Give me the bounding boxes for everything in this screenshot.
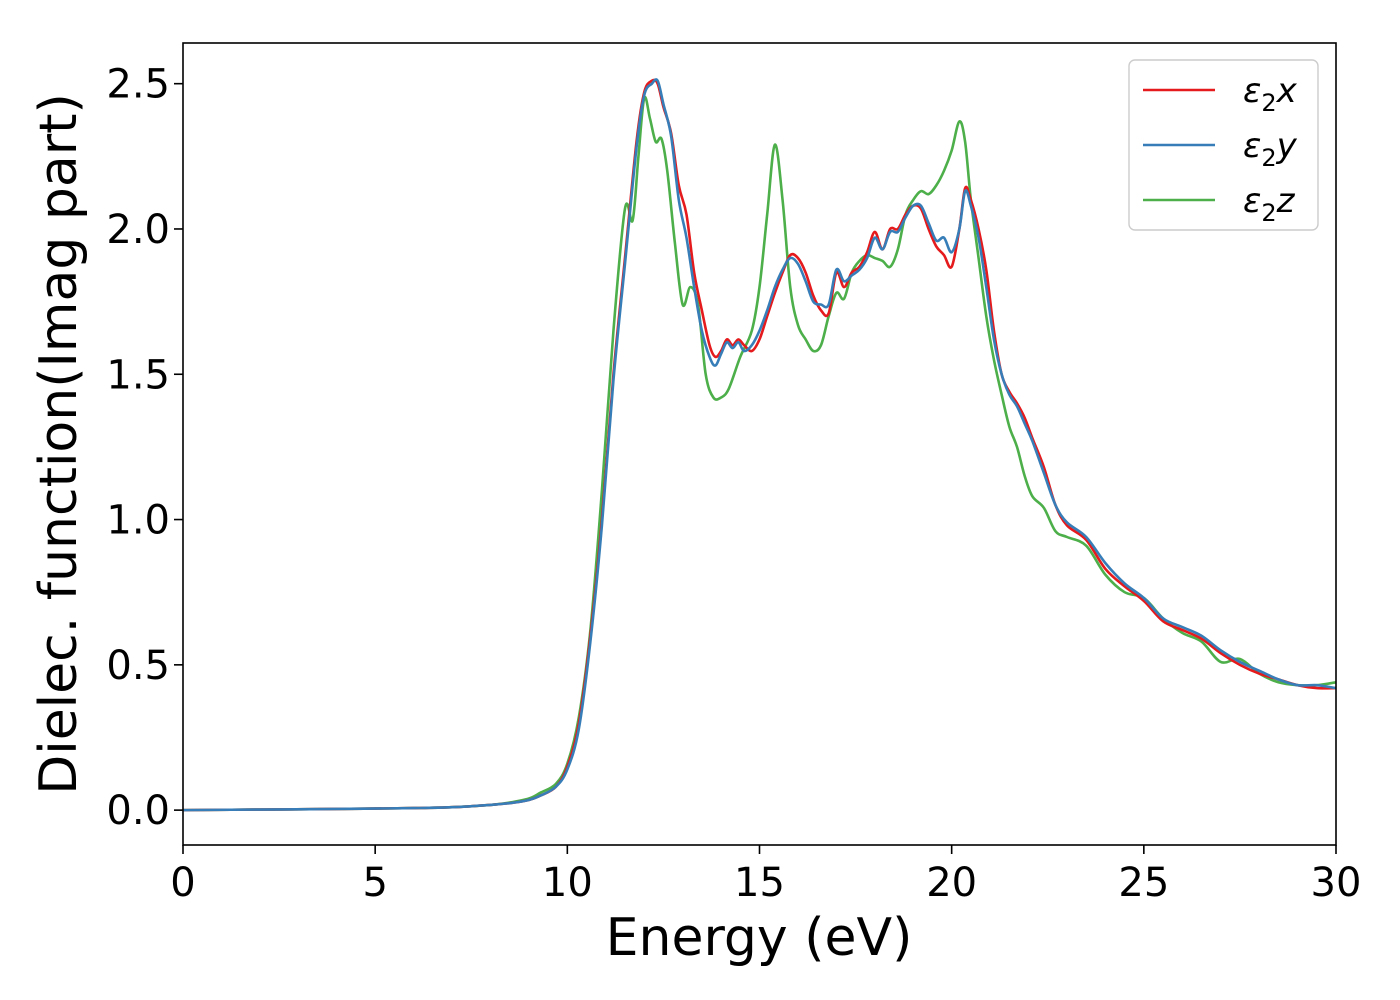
y-tick-label: 0.0 [106, 788, 170, 834]
x-tick-label: 10 [542, 860, 593, 906]
legend-symbol: ε [1243, 126, 1261, 166]
legend-subscript: 2 [1261, 144, 1276, 172]
series-line-z [182, 95, 1337, 812]
legend-symbol: ε [1243, 181, 1261, 221]
y-tick-label: 1.0 [106, 498, 170, 544]
legend-variable: z [1276, 181, 1296, 221]
y-tick-label: 1.5 [106, 352, 170, 398]
series-line-y [182, 78, 1337, 812]
plot-lines [182, 78, 1337, 812]
legend-symbol: ε [1243, 71, 1261, 111]
x-tick-label: 5 [362, 860, 387, 906]
legend-box [1128, 59, 1319, 231]
y-tick-label: 2.5 [106, 62, 170, 108]
legend-label-x: ε2x [1243, 71, 1298, 117]
legend-label-y: ε2y [1243, 126, 1298, 172]
legend-label-z: ε2z [1243, 181, 1296, 227]
legend-subscript: 2 [1261, 89, 1276, 117]
y-tick-label: 0.5 [106, 643, 170, 689]
x-tick-label: 20 [926, 860, 977, 906]
x-tick-label: 30 [1311, 860, 1362, 906]
x-axis-label: Energy (eV) [606, 908, 913, 968]
legend-subscript: 2 [1261, 199, 1276, 227]
y-axis-ticks: 0.0 0.5 1.0 1.5 2.0 2.5 [106, 62, 183, 834]
legend-variable: x [1276, 71, 1298, 111]
x-tick-label: 15 [734, 860, 785, 906]
y-axis-label: Dielec. function(Imag part) [29, 93, 89, 795]
x-tick-label: 0 [170, 860, 195, 906]
x-tick-label: 25 [1118, 860, 1169, 906]
legend-variable: y [1276, 126, 1298, 166]
y-tick-label: 2.0 [106, 207, 170, 253]
x-axis-ticks: 0 5 10 15 20 25 30 [170, 845, 1361, 906]
